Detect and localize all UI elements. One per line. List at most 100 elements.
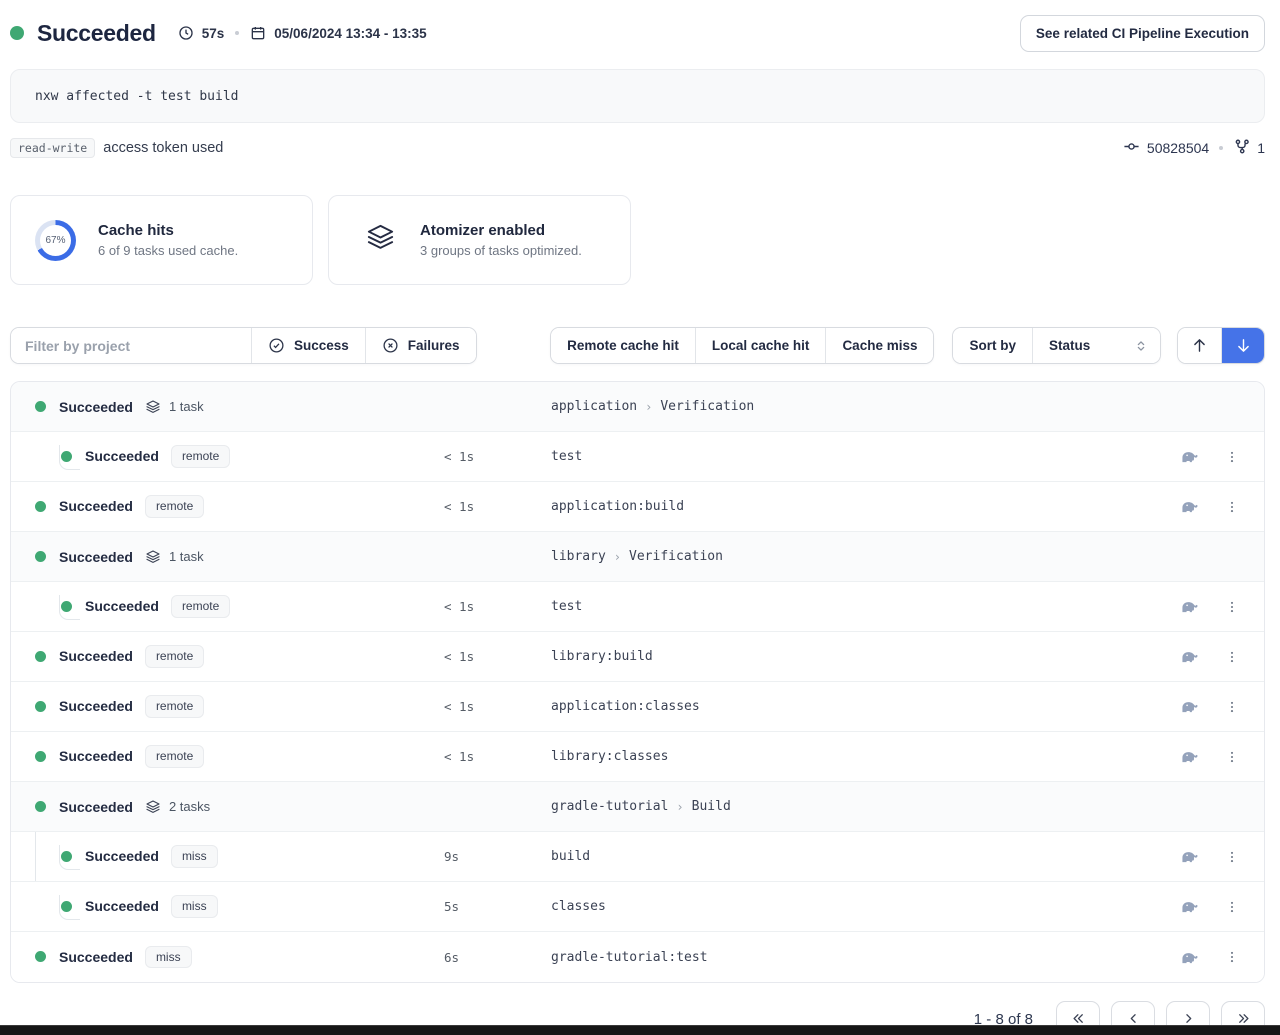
cache-badge: remote: [144, 645, 205, 668]
row-menu-button[interactable]: [1221, 695, 1243, 719]
check-circle-icon: [268, 337, 285, 354]
row-name-cell: gradle-tutorial › Build: [551, 799, 1168, 814]
table-row[interactable]: Succeeded 2 tasks gradle-tutorial › Buil…: [11, 782, 1264, 832]
gradle-icon-button[interactable]: [1176, 695, 1205, 718]
header: Succeeded 57s 05/06/2024 13:34 - 13:35 S…: [10, 10, 1265, 56]
branch-icon: [1233, 138, 1250, 158]
cache-badge: miss: [144, 945, 192, 969]
group-breadcrumb: library › Verification: [551, 549, 1168, 564]
related-pipeline-button[interactable]: See related CI Pipeline Execution: [1019, 14, 1265, 52]
bottom-window-edge: [0, 1025, 1280, 1035]
row-menu-button[interactable]: [1221, 595, 1243, 619]
row-status-label: Succeeded: [85, 848, 159, 865]
status-dot: [61, 850, 72, 862]
task-duration: < 1s: [444, 449, 475, 464]
task-duration: 5s: [444, 899, 460, 914]
cache-badge: remote: [144, 745, 205, 768]
failures-filter-button[interactable]: Failures: [364, 328, 476, 363]
page-title: Succeeded: [37, 19, 156, 46]
row-menu-button[interactable]: [1221, 445, 1243, 469]
commit-id[interactable]: 50828504: [1146, 140, 1210, 156]
local-cache-hit-button[interactable]: Local cache hit: [694, 328, 826, 363]
task-name: build: [551, 849, 591, 864]
atomizer-card-title: Atomizer enabled: [420, 222, 546, 239]
row-menu-button[interactable]: [1221, 495, 1243, 519]
sort-select[interactable]: Status: [1032, 328, 1160, 363]
status-dot: [61, 900, 72, 912]
row-status-label: Succeeded: [59, 548, 133, 565]
row-status-cell: Succeeded 1 task: [35, 399, 444, 415]
gradle-icon-button[interactable]: [1176, 745, 1205, 768]
task-count: 2 tasks: [168, 799, 211, 814]
row-status-label: Succeeded: [85, 898, 159, 915]
table-row[interactable]: Succeeded miss 6s gradle-tutorial:test: [11, 932, 1264, 982]
task-name: application:classes: [551, 699, 700, 714]
row-menu-button[interactable]: [1221, 895, 1243, 919]
run-date-range: 05/06/2024 13:34 - 13:35: [274, 25, 427, 41]
sort-direction-group: [1177, 327, 1265, 364]
chevron-right-icon: ›: [613, 549, 622, 564]
task-name: library:classes: [551, 749, 669, 764]
status-dot: [35, 750, 46, 762]
sort-descending-button[interactable]: [1221, 328, 1264, 363]
gradle-icon-button[interactable]: [1176, 895, 1205, 918]
cache-badge: miss: [170, 895, 218, 918]
row-name-cell: classes: [551, 899, 1168, 914]
atomizer-card: Atomizer enabled 3 groups of tasks optim…: [328, 195, 631, 285]
row-name-cell: application › Verification: [551, 399, 1168, 414]
row-name-cell: library:build: [551, 649, 1168, 664]
row-name-cell: application:classes: [551, 699, 1168, 714]
row-menu-button[interactable]: [1221, 845, 1243, 869]
table-row[interactable]: Succeeded 1 task application › Verificat…: [11, 382, 1264, 432]
table-row[interactable]: Succeeded remote < 1s library:build: [11, 632, 1264, 682]
project-filter-group: Success Failures: [10, 327, 477, 364]
gradle-icon-button[interactable]: [1176, 645, 1205, 668]
remote-cache-hit-button[interactable]: Remote cache hit: [551, 328, 695, 363]
row-status-cell: Succeeded 2 tasks: [35, 799, 444, 815]
table-row[interactable]: Succeeded 1 task library › Verification: [11, 532, 1264, 582]
table-row[interactable]: Succeeded remote < 1s application:classe…: [11, 682, 1264, 732]
row-status-label: Succeeded: [85, 598, 159, 615]
row-status-label: Succeeded: [59, 398, 133, 415]
row-status-cell: Succeeded remote: [35, 695, 444, 718]
status-dot: [35, 500, 46, 512]
row-status-cell: Succeeded miss: [35, 845, 444, 871]
group-breadcrumb: application › Verification: [551, 399, 1168, 414]
status-dot: [35, 951, 46, 963]
table-row[interactable]: Succeeded remote < 1s application:build: [11, 482, 1264, 532]
gradle-icon-button[interactable]: [1176, 946, 1205, 969]
group-target: Verification: [660, 399, 755, 414]
status-dot: [35, 650, 46, 662]
row-name-cell: library:classes: [551, 749, 1168, 764]
table-row[interactable]: Succeeded miss 5s classes: [11, 882, 1264, 932]
table-row[interactable]: Succeeded remote < 1s test: [11, 432, 1264, 482]
cache-miss-button[interactable]: Cache miss: [825, 328, 934, 363]
token-bar: read-write access token used 50828504 1: [10, 136, 1265, 160]
row-name-cell: test: [551, 449, 1168, 464]
success-filter-button[interactable]: Success: [251, 328, 365, 363]
project-filter-input[interactable]: [11, 328, 251, 363]
row-menu-button[interactable]: [1221, 945, 1243, 969]
gradle-icon-button[interactable]: [1176, 495, 1205, 518]
gradle-icon-button[interactable]: [1176, 445, 1205, 468]
clock-icon: [178, 25, 194, 41]
tasks-stack-icon: [145, 399, 161, 415]
table-row[interactable]: Succeeded remote < 1s library:classes: [11, 732, 1264, 782]
task-list: Succeeded 1 task application › Verificat…: [10, 381, 1265, 983]
gradle-icon-button[interactable]: [1176, 595, 1205, 618]
gradle-icon-button[interactable]: [1176, 845, 1205, 868]
table-row[interactable]: Succeeded miss 9s build: [11, 832, 1264, 882]
row-status-cell: Succeeded remote: [35, 595, 444, 621]
sort-ascending-button[interactable]: [1178, 328, 1221, 363]
token-scope-badge: read-write: [10, 138, 96, 158]
row-menu-button[interactable]: [1221, 745, 1243, 769]
double-chevron-right-icon: [1236, 1011, 1251, 1029]
row-status-label: Succeeded: [59, 648, 133, 665]
command-box: nxw affected -t test build: [10, 69, 1265, 123]
row-menu-button[interactable]: [1221, 645, 1243, 669]
table-row[interactable]: Succeeded remote < 1s test: [11, 582, 1264, 632]
task-name: application:build: [551, 499, 685, 514]
row-name-cell: library › Verification: [551, 549, 1168, 564]
row-name-cell: test: [551, 599, 1168, 614]
group-breadcrumb: gradle-tutorial › Build: [551, 799, 1168, 814]
